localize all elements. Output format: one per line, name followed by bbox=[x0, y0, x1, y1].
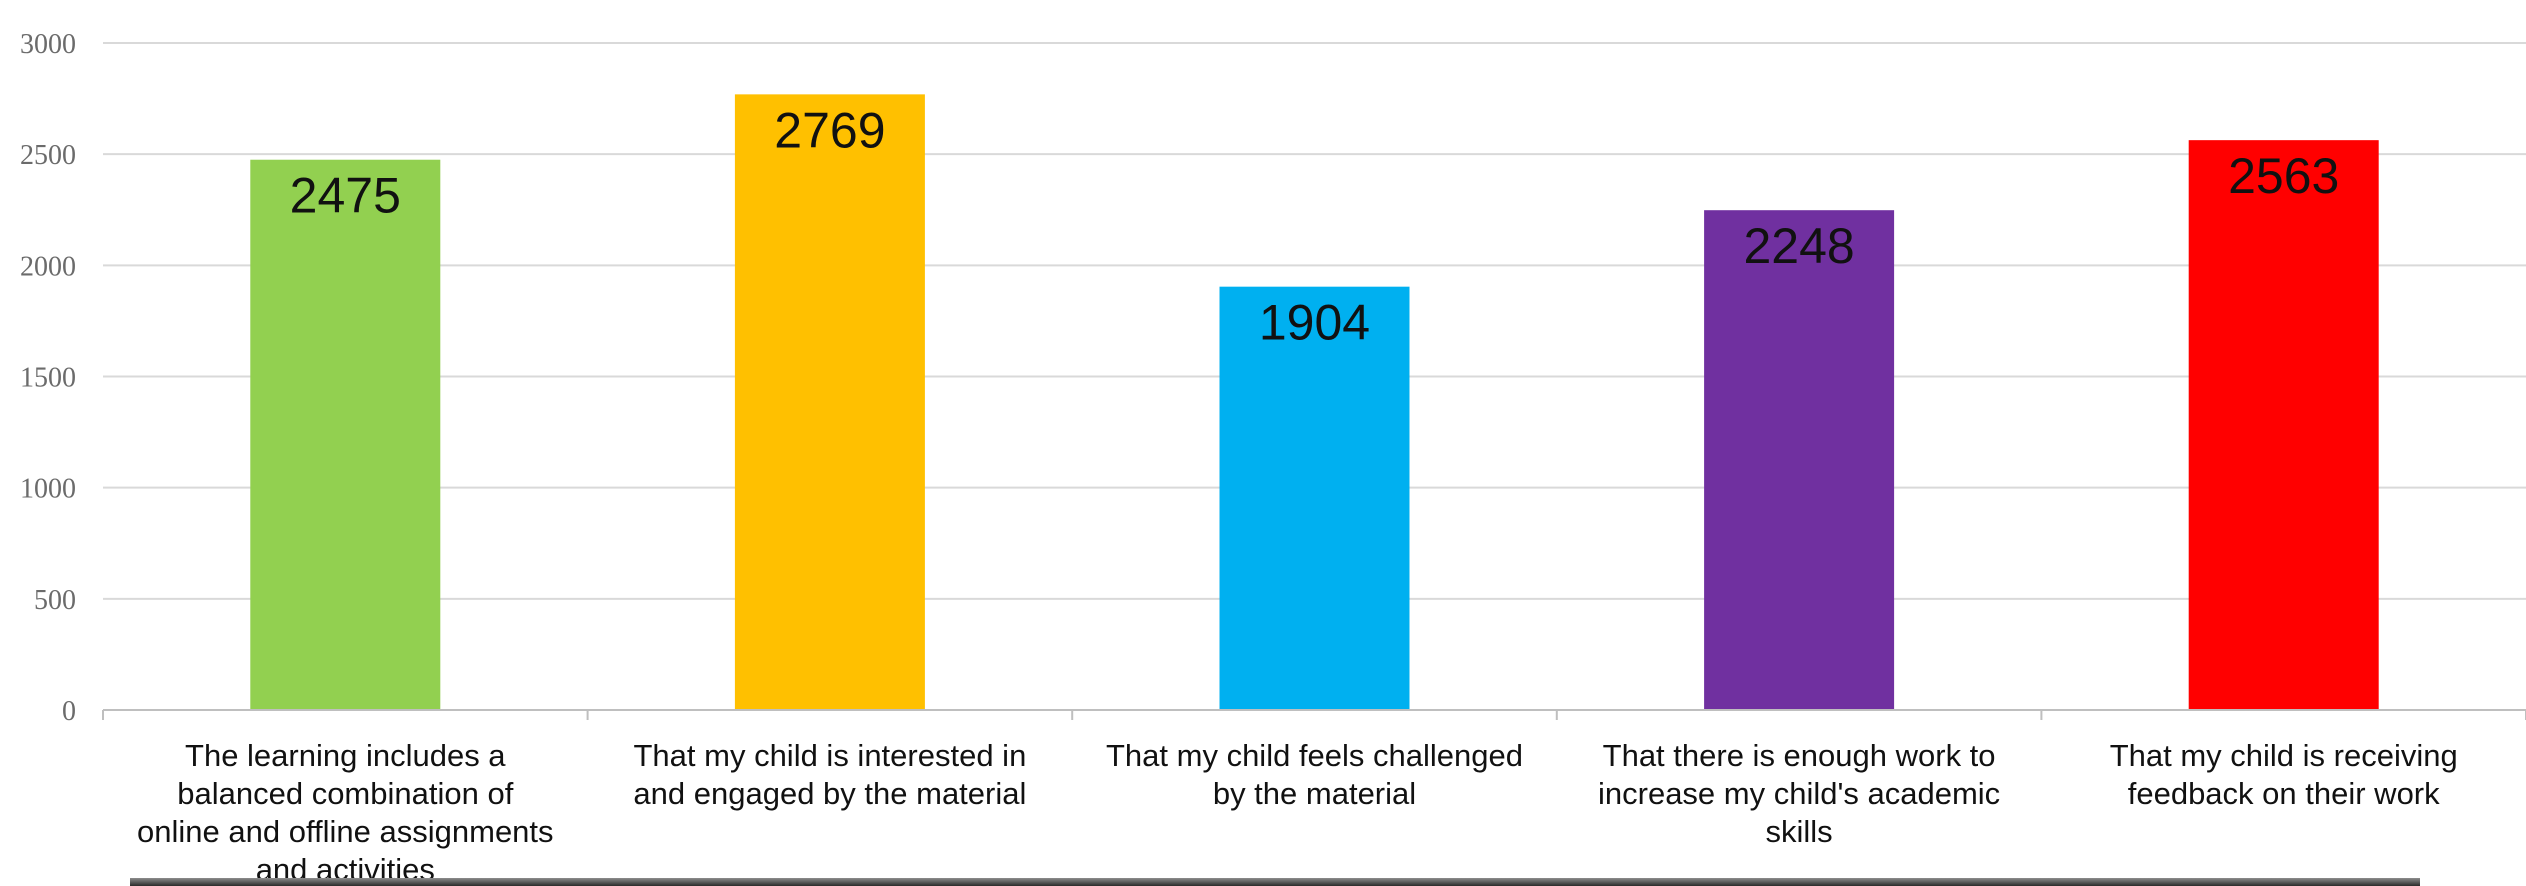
bar bbox=[1704, 210, 1895, 710]
data-labels: 2475 2769 1904 2248 2563 bbox=[290, 102, 2340, 350]
bar bbox=[250, 159, 441, 711]
y-tick-label: 3000 bbox=[20, 29, 76, 60]
category-label: The learning includes a bbox=[185, 738, 506, 773]
y-tick-label: 0 bbox=[62, 696, 76, 727]
y-tick-label: 1500 bbox=[20, 363, 76, 394]
data-label: 2769 bbox=[774, 102, 885, 158]
category-label: increase my child's academic bbox=[1598, 776, 2000, 811]
category-label: feedback on their work bbox=[2128, 776, 2440, 811]
category-label: and engaged by the material bbox=[633, 776, 1026, 811]
category-label: balanced combination of bbox=[177, 776, 513, 811]
category-label: by the material bbox=[1213, 776, 1416, 811]
y-axis-tick-labels: 0 500 1000 1500 2000 2500 3000 bbox=[20, 29, 76, 727]
category-label: That my child is receiving bbox=[2110, 738, 2458, 773]
y-tick-label: 2000 bbox=[20, 251, 76, 282]
y-tick-label: 2500 bbox=[20, 140, 76, 171]
bar bbox=[1219, 286, 1410, 710]
data-label: 2248 bbox=[1743, 218, 1854, 274]
data-label: 1904 bbox=[1259, 295, 1370, 351]
category-label: That there is enough work to bbox=[1603, 738, 1996, 773]
data-label: 2563 bbox=[2228, 148, 2339, 204]
category-label: skills bbox=[1766, 814, 1833, 849]
category-label: online and offline assignments bbox=[137, 814, 554, 849]
y-tick-label: 500 bbox=[34, 585, 76, 616]
bars bbox=[250, 94, 2379, 711]
window-bottom-edge bbox=[130, 878, 2420, 886]
bar bbox=[734, 94, 925, 710]
y-tick-label: 1000 bbox=[20, 474, 76, 505]
data-label: 2475 bbox=[290, 168, 401, 224]
bar bbox=[2188, 140, 2379, 710]
category-label: That my child feels challenged bbox=[1106, 738, 1523, 773]
x-axis bbox=[102, 709, 2526, 720]
category-label: That my child is interested in bbox=[633, 738, 1026, 773]
